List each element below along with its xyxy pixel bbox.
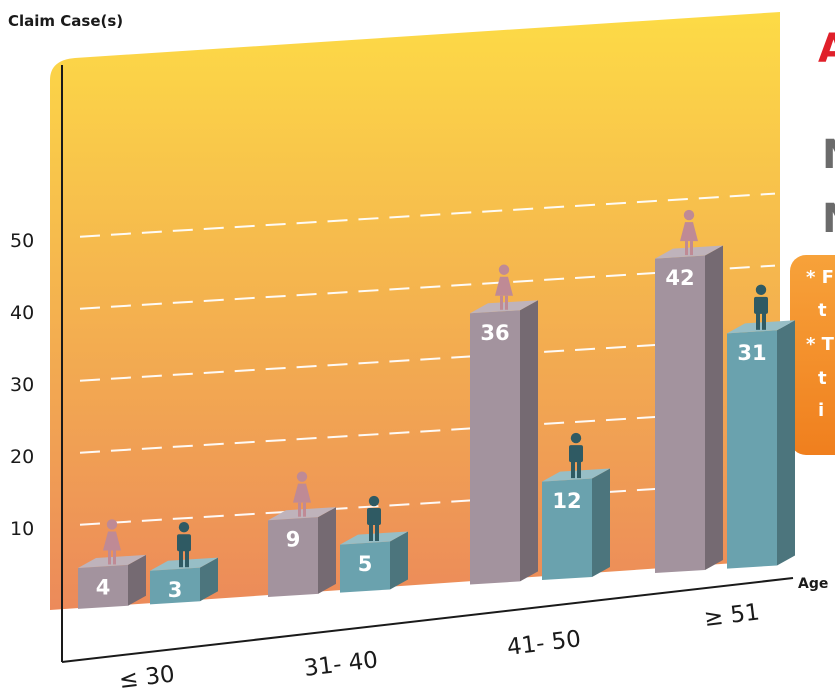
data-label: 12 <box>552 489 581 513</box>
male-icon <box>367 495 381 542</box>
bar-male: 5 <box>340 495 408 593</box>
grid-line <box>79 264 776 310</box>
grid-line <box>79 408 776 454</box>
note-line: t <box>818 368 827 389</box>
side-line-2: N <box>822 196 835 242</box>
data-label: 4 <box>96 575 111 599</box>
bar-male: 12 <box>542 432 610 581</box>
x-axis-label: Age <box>798 576 828 592</box>
x-tick-label: 41- 50 <box>506 626 583 661</box>
bar-female: 4 <box>78 519 146 609</box>
y-tick-label: 40 <box>10 302 34 324</box>
data-label: 5 <box>358 552 373 576</box>
note-line: t <box>818 300 827 321</box>
female-icon <box>680 209 698 256</box>
data-label: 31 <box>737 341 766 365</box>
x-tick-label: 31- 40 <box>303 647 380 682</box>
bar-female: 9 <box>268 471 336 598</box>
female-icon <box>103 519 121 565</box>
grid-line <box>79 336 776 382</box>
y-tick-labels: 10 20 30 40 50 <box>10 230 34 540</box>
bars: 3 4 5 9 12 36 31 42 <box>78 209 795 609</box>
bar-male: 31 <box>727 284 795 569</box>
note-lines: * Ft* Tti <box>806 267 835 421</box>
female-icon <box>495 264 513 310</box>
grid-line <box>79 480 776 526</box>
note-line: * T <box>806 334 835 355</box>
chart-background <box>50 12 780 610</box>
male-icon <box>754 284 768 330</box>
grid-lines <box>79 192 776 526</box>
x-axis-line <box>61 577 794 663</box>
male-icon <box>569 432 583 479</box>
data-label: 42 <box>665 266 694 290</box>
x-tick-labels: ≤ 30 31- 40 41- 50 ≥ 51 <box>118 599 762 693</box>
data-label: 9 <box>286 528 301 552</box>
data-label: 3 <box>168 578 183 602</box>
y-axis-label: Claim Case(s) <box>8 12 123 30</box>
side-line-1: N <box>822 132 835 178</box>
y-tick-label: 10 <box>10 518 34 540</box>
female-icon <box>293 471 311 517</box>
x-tick-label: ≥ 51 <box>703 599 762 632</box>
bar-female: 36 <box>470 264 538 585</box>
note-box <box>790 255 835 455</box>
bar-male: 3 <box>150 522 218 605</box>
bar-female: 42 <box>655 209 723 574</box>
data-label: 36 <box>480 321 509 345</box>
grid-line <box>79 192 776 238</box>
x-tick-label: ≤ 30 <box>118 661 177 693</box>
side-heading: A <box>818 26 835 72</box>
y-tick-label: 20 <box>10 446 34 468</box>
note-line: * F <box>806 267 834 288</box>
y-tick-label: 50 <box>10 230 34 252</box>
note-line: i <box>818 400 824 421</box>
male-icon <box>177 522 191 568</box>
y-tick-label: 30 <box>10 374 34 396</box>
